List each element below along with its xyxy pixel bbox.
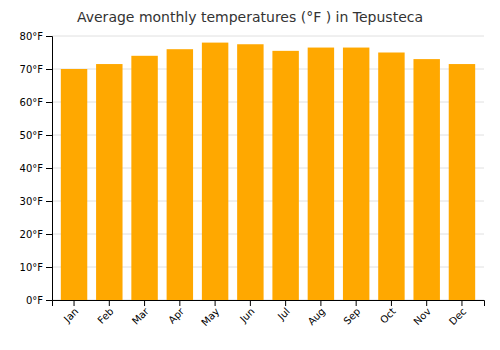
tick: 20°F <box>20 229 52 240</box>
tick-mark <box>46 102 52 103</box>
tick: Jan <box>61 300 80 325</box>
tick: Feb <box>95 300 115 326</box>
bar <box>449 64 475 300</box>
tick-mark <box>391 300 392 306</box>
tick: Jul <box>275 300 292 323</box>
bar <box>272 51 298 300</box>
tick-mark <box>179 300 180 306</box>
tick: Dec <box>447 300 468 327</box>
tick-label: Aug <box>306 306 328 328</box>
tick: Sep <box>341 300 362 327</box>
tick-mark <box>46 234 52 235</box>
bar <box>167 49 193 300</box>
tick-mark <box>144 300 145 306</box>
tick-mark <box>109 300 110 306</box>
tick: Nov <box>411 300 433 327</box>
tick: Oct <box>378 300 398 326</box>
tick-label: Dec <box>447 306 468 327</box>
x-axis: Jan Feb Mar Apr May Jun Jul Aug Sep Oct Nov Dec <box>53 300 485 328</box>
tick-label: Jul <box>275 306 292 323</box>
y-axis: 0°F 10°F 20°F 30°F 40°F 50°F 60°F 70°F 80°F <box>20 31 53 306</box>
grid <box>52 36 484 300</box>
tick: 60°F <box>20 97 52 108</box>
tick-mark <box>320 300 321 306</box>
tick-label: 0°F <box>26 295 43 306</box>
bar <box>378 53 404 301</box>
tick: Mar <box>130 300 152 327</box>
tick-label: Mar <box>130 305 152 327</box>
tick: May <box>199 300 221 328</box>
bar <box>202 43 228 300</box>
tick: Jun <box>237 300 257 325</box>
tick-label: 70°F <box>20 64 44 75</box>
tick-mark <box>356 300 357 306</box>
tick-label: Feb <box>95 306 115 326</box>
tick-mark <box>46 135 52 136</box>
tick-label: 30°F <box>20 196 44 207</box>
tick: 40°F <box>20 163 52 174</box>
tick: 30°F <box>20 196 52 207</box>
bars <box>61 43 475 300</box>
tick-label: May <box>199 306 221 328</box>
tick-label: Jan <box>61 306 80 325</box>
tick-mark <box>46 267 52 268</box>
bar <box>61 69 87 300</box>
tick-mark <box>215 300 216 306</box>
tick-label: Sep <box>341 306 362 327</box>
tick-mark <box>74 300 75 306</box>
plot: 0°F 10°F 20°F 30°F 40°F 50°F 60°F 70°F 80°F Jan Fe… <box>20 31 485 328</box>
tick-mark <box>46 69 52 70</box>
tick-label: 40°F <box>20 163 44 174</box>
tick: 70°F <box>20 64 52 75</box>
tick-label: Nov <box>411 306 433 328</box>
tick-mark <box>285 300 286 306</box>
tick-label: 60°F <box>20 97 44 108</box>
grid-line <box>52 36 484 37</box>
axis-line <box>46 37 53 301</box>
tick-label: 80°F <box>20 31 44 42</box>
tick: 80°F <box>20 31 52 42</box>
tick-label: Apr <box>166 305 187 326</box>
tick-mark <box>46 36 52 37</box>
tick-label: 50°F <box>20 130 44 141</box>
tick-label: 20°F <box>20 229 44 240</box>
tick: 50°F <box>20 130 52 141</box>
bar <box>413 59 439 300</box>
title: Average monthly temperatures (°F ) in Te… <box>77 9 423 25</box>
chart: Average monthly temperatures (°F ) in Te… <box>0 0 500 350</box>
tick-mark <box>46 300 52 301</box>
tick-mark <box>461 300 462 306</box>
bar <box>237 44 263 300</box>
axis-line <box>53 301 485 307</box>
tick-label: Oct <box>378 306 398 326</box>
tick-label: 10°F <box>20 262 44 273</box>
tick: Aug <box>306 300 328 327</box>
tick: 10°F <box>20 262 52 273</box>
tick-label: Jun <box>237 306 257 326</box>
tick: Apr <box>166 300 187 326</box>
bar <box>308 48 334 300</box>
tick: 0°F <box>26 295 52 306</box>
bar <box>343 48 369 300</box>
tick-mark <box>46 168 52 169</box>
tick-mark <box>46 201 52 202</box>
tick-mark <box>250 300 251 306</box>
bar <box>131 56 157 300</box>
tick-mark <box>426 300 427 306</box>
bar <box>96 64 122 300</box>
